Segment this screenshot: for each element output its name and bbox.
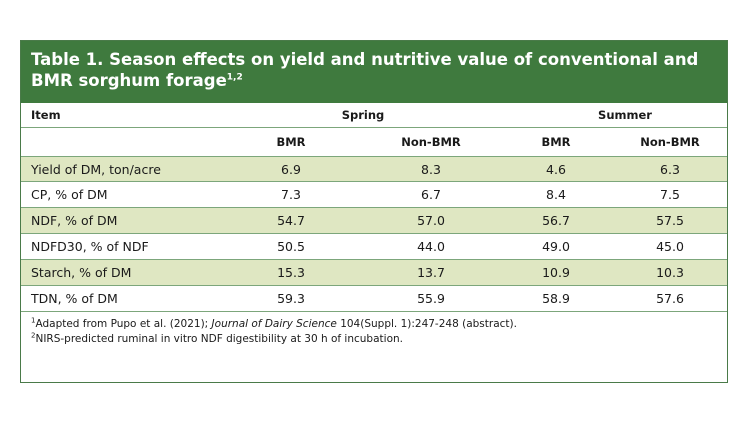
row-label: NDFD30, % of NDF — [31, 239, 149, 254]
table-cell: 4.6 — [546, 161, 566, 177]
table-title-text: Table 1. Season effects on yield and nut… — [31, 50, 699, 90]
subheader-row: BMR Non-BMR BMR Non-BMR — [21, 128, 727, 156]
table-cell: 8.4 — [546, 187, 566, 202]
table-cell: 57.6 — [656, 291, 684, 306]
group-header-row: Item Spring Summer — [21, 103, 727, 128]
footnote-2: 2NIRS-predicted ruminal in vitro NDF dig… — [31, 332, 717, 347]
table-row: Yield of DM, ton/acre 6.9 8.3 4.6 6.3 — [21, 156, 727, 182]
table-cell: 10.3 — [656, 265, 684, 280]
footnote-mark: 2 — [31, 331, 36, 340]
table-cell: 58.9 — [542, 291, 570, 306]
table-title-footnote-marks: 1,2 — [226, 72, 243, 83]
summer-group-header: Summer — [598, 108, 652, 122]
table-cell: 45.0 — [656, 239, 684, 254]
table-row: Starch, % of DM 15.3 13.7 10.9 10.3 — [21, 260, 727, 286]
row-label: NDF, % of DM — [31, 213, 118, 228]
table-row: CP, % of DM 7.3 6.7 8.4 7.5 — [21, 182, 727, 208]
table-cell: 50.5 — [277, 239, 305, 254]
table-row: NDF, % of DM 54.7 57.0 56.7 57.5 — [21, 208, 727, 234]
table-cell: 13.7 — [417, 265, 445, 280]
table-title: Table 1. Season effects on yield and nut… — [21, 41, 727, 103]
footnote-1: 1Adapted from Pupo et al. (2021); Journa… — [31, 317, 717, 332]
table-cell: 6.7 — [421, 187, 441, 202]
season-effects-table: Table 1. Season effects on yield and nut… — [20, 40, 728, 383]
footnote-text: 104(Suppl. 1):247-248 (abstract). — [336, 318, 517, 330]
table-cell: 7.3 — [281, 187, 301, 202]
row-label: Starch, % of DM — [31, 265, 132, 280]
table-cell: 57.0 — [417, 213, 445, 228]
row-label: Yield of DM, ton/acre — [31, 161, 161, 177]
item-column-header: Item — [31, 108, 61, 122]
table-cell: 54.7 — [277, 213, 305, 228]
footnote-text: Adapted from Pupo et al. (2021); — [35, 318, 212, 330]
table-cell: 6.9 — [281, 161, 301, 177]
footnote-journal: Journal of Dairy Science — [211, 318, 337, 330]
footnote-text: NIRS-predicted ruminal in vitro NDF dige… — [35, 333, 403, 345]
footnote-mark: 1 — [31, 316, 36, 325]
table-body: Yield of DM, ton/acre 6.9 8.3 4.6 6.3 CP… — [21, 156, 727, 312]
table-cell: 55.9 — [417, 291, 445, 306]
spring-group-header: Spring — [341, 108, 385, 122]
table-cell: 6.3 — [660, 161, 680, 177]
table-cell: 15.3 — [277, 265, 305, 280]
table-cell: 8.3 — [421, 161, 441, 177]
table-cell: 44.0 — [417, 239, 445, 254]
summer-bmr-header: BMR — [541, 135, 571, 149]
spring-non-bmr-header: Non-BMR — [401, 135, 461, 149]
table-footnotes: 1Adapted from Pupo et al. (2021); Journa… — [21, 312, 727, 347]
spring-bmr-header: BMR — [276, 135, 306, 149]
table-cell: 57.5 — [656, 213, 684, 228]
row-label: TDN, % of DM — [31, 291, 118, 306]
table-row: NDFD30, % of NDF 50.5 44.0 49.0 45.0 — [21, 234, 727, 260]
table-cell: 7.5 — [660, 187, 680, 202]
summer-non-bmr-header: Non-BMR — [640, 135, 700, 149]
table-cell: 56.7 — [542, 213, 570, 228]
table-cell: 10.9 — [542, 265, 570, 280]
table-cell: 59.3 — [277, 291, 305, 306]
row-label: CP, % of DM — [31, 187, 108, 202]
table-row: TDN, % of DM 59.3 55.9 58.9 57.6 — [21, 286, 727, 312]
table-cell: 49.0 — [542, 239, 570, 254]
